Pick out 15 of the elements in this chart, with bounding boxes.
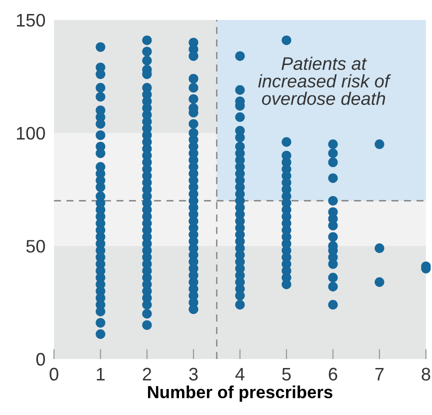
annotation: Patients at increased risk of overdose death — [258, 56, 391, 105]
x-tick-label: 4 — [235, 368, 244, 380]
x-tick-label: 3 — [189, 368, 198, 381]
x-tick-label: 2 — [142, 368, 152, 380]
y-tick-label: 50 — [26, 240, 45, 253]
y-tick-label: 0 — [36, 352, 45, 366]
x-axis-title: Number of prescribers — [148, 386, 332, 402]
x-tick-label: 1 — [96, 368, 105, 380]
x-tick-label: 7 — [375, 368, 384, 380]
x-tick-label: 8 — [422, 368, 430, 381]
x-tick-label: 0 — [50, 368, 58, 381]
y-tick-label: 100 — [16, 126, 45, 140]
x-tick-label: 6 — [328, 368, 338, 381]
x-tick-label: 5 — [282, 368, 291, 381]
y-tick-label: 150 — [16, 14, 45, 27]
